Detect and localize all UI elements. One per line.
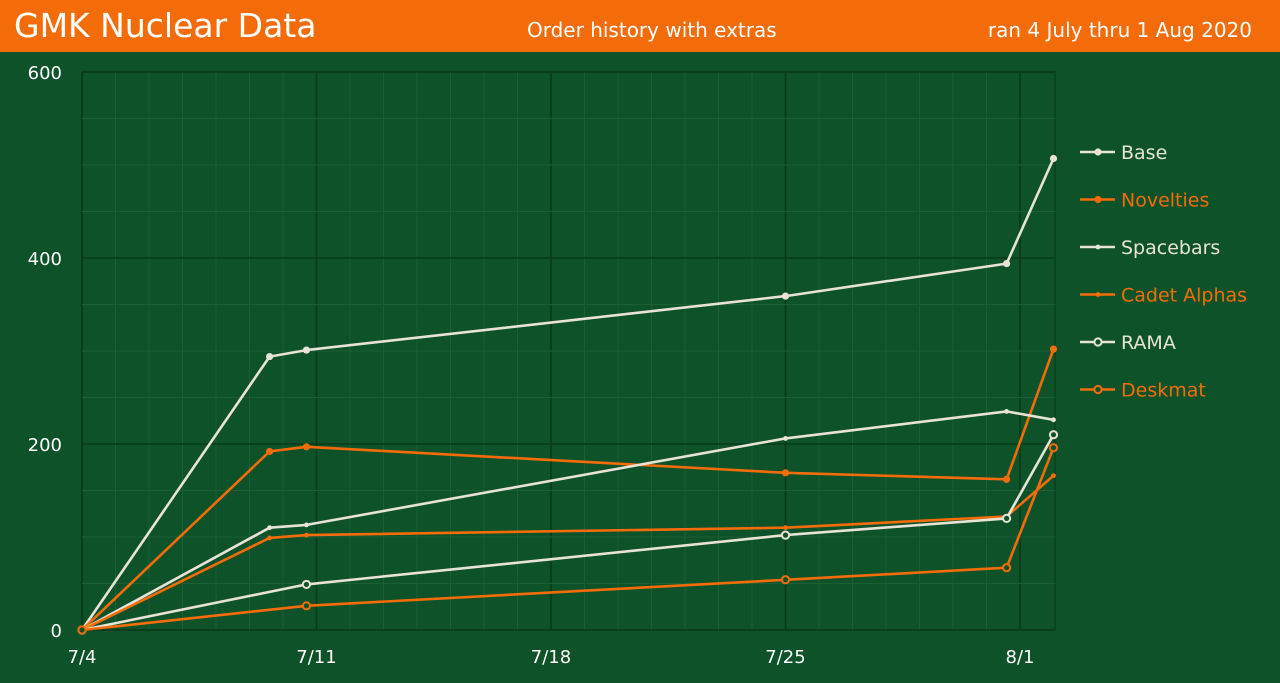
legend-label: Spacebars bbox=[1121, 237, 1220, 259]
legend-label: Base bbox=[1121, 142, 1167, 164]
series-line-novelties bbox=[81, 348, 1055, 631]
legend-label: RAMA bbox=[1121, 332, 1176, 354]
data-point-base bbox=[781, 292, 790, 300]
legend-item-base: Base bbox=[1080, 142, 1167, 164]
data-point-base bbox=[302, 346, 311, 354]
series-deskmat bbox=[77, 443, 1059, 635]
data-point-rama bbox=[301, 579, 312, 590]
y-tick-label: 400 bbox=[28, 249, 62, 270]
legend-item-deskmat: Deskmat bbox=[1080, 380, 1206, 402]
data-point-deskmat bbox=[301, 601, 312, 611]
chart-date-range: ran 4 July thru 1 Aug 2020 bbox=[987, 18, 1252, 42]
chart-header: GMK Nuclear Data Order history with extr… bbox=[0, 0, 1280, 52]
data-point-cadet-alphas bbox=[267, 535, 272, 541]
series-line-deskmat bbox=[81, 447, 1055, 632]
legend-label: Novelties bbox=[1121, 190, 1209, 212]
legend-item-novelties: Novelties bbox=[1080, 190, 1209, 212]
x-tick-label: 8/1 bbox=[1006, 647, 1035, 668]
data-point-cadet-alphas bbox=[304, 532, 309, 538]
data-point-base bbox=[1003, 259, 1011, 268]
data-point-rama bbox=[780, 530, 791, 540]
y-tick-label: 600 bbox=[28, 63, 62, 84]
x-tick-label: 7/4 bbox=[68, 647, 97, 668]
x-tick-label: 7/25 bbox=[765, 647, 805, 668]
x-tick-label: 7/11 bbox=[296, 647, 336, 668]
data-point-cadet-alphas bbox=[1051, 473, 1056, 479]
y-tick-label: 200 bbox=[28, 435, 62, 456]
data-point-rama bbox=[1048, 430, 1059, 440]
series-line-spacebars bbox=[81, 410, 1054, 632]
data-point-deskmat bbox=[1048, 443, 1059, 453]
grid-lines bbox=[81, 71, 1056, 631]
data-point-spacebars bbox=[1051, 417, 1056, 423]
data-point-rama bbox=[1002, 513, 1012, 524]
data-point-spacebars bbox=[267, 525, 272, 531]
legend-item-cadet-alphas: Cadet Alphas bbox=[1080, 285, 1247, 307]
legend-marker bbox=[1093, 337, 1103, 347]
legend-item-spacebars: Spacebars bbox=[1080, 237, 1220, 259]
legend-label: Deskmat bbox=[1121, 380, 1206, 402]
legend-marker bbox=[1095, 244, 1101, 250]
data-point-novelties bbox=[1049, 345, 1058, 353]
data-point-base bbox=[266, 352, 274, 361]
legend-marker bbox=[1094, 195, 1102, 204]
legend: Base Novelties Spacebars Cadet Alphas RAMA De… bbox=[1080, 142, 1247, 402]
legend-label: Cadet Alphas bbox=[1121, 285, 1247, 307]
y-tick-label: 0 bbox=[51, 621, 62, 642]
data-point-spacebars bbox=[1004, 409, 1009, 414]
data-point-deskmat bbox=[1002, 563, 1012, 573]
series-base bbox=[78, 154, 1058, 634]
chart-title: GMK Nuclear Data bbox=[14, 6, 317, 45]
chart-subtitle: Order history with extras bbox=[527, 18, 777, 42]
data-point-deskmat bbox=[77, 625, 87, 635]
series-layer bbox=[77, 154, 1059, 635]
data-point-cadet-alphas bbox=[783, 525, 788, 531]
data-point-novelties bbox=[781, 469, 790, 477]
legend-marker bbox=[1095, 292, 1101, 297]
data-point-spacebars bbox=[304, 522, 309, 528]
axes: 0 200 400 600 7/4 7/11 7/18 7/25 8/1 bbox=[28, 63, 1035, 668]
legend-marker bbox=[1093, 384, 1103, 395]
data-point-novelties bbox=[266, 447, 274, 456]
data-point-novelties bbox=[302, 443, 311, 451]
legend-item-rama: RAMA bbox=[1080, 332, 1176, 354]
data-point-novelties bbox=[1003, 475, 1011, 483]
legend-marker bbox=[1094, 148, 1102, 156]
data-point-spacebars bbox=[783, 436, 788, 441]
series-novelties bbox=[78, 345, 1058, 634]
series-line-cadet-alphas bbox=[81, 474, 1055, 632]
data-point-deskmat bbox=[780, 575, 791, 585]
x-tick-label: 7/18 bbox=[531, 647, 571, 668]
series-line-base bbox=[80, 157, 1055, 631]
data-point-base bbox=[1049, 154, 1058, 163]
